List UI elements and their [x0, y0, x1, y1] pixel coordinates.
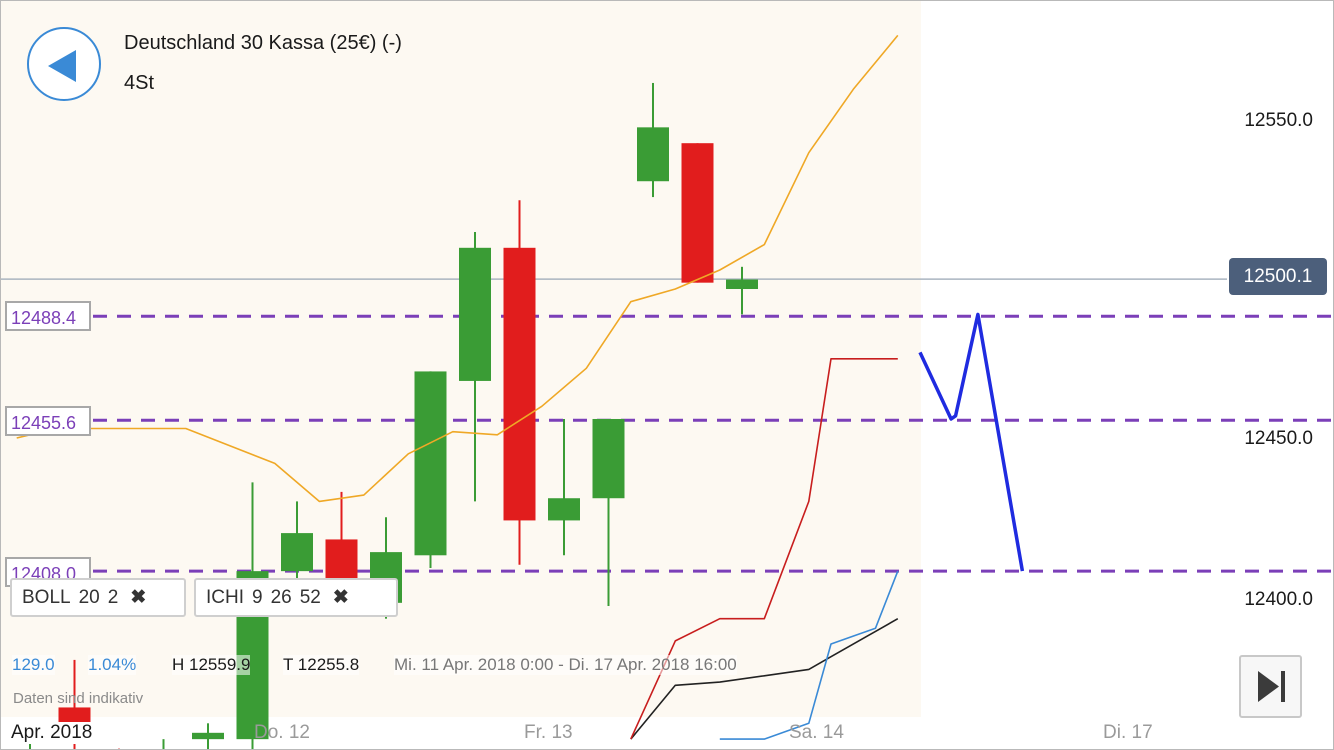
x-axis-label: Di. 17 — [1103, 722, 1153, 743]
timeframe-label: 4St — [124, 72, 155, 94]
stat-change-pct: 1.04% — [88, 655, 137, 675]
stat-change: 129.0 — [12, 655, 55, 675]
candle-body — [281, 533, 313, 572]
indicator-param: 26 — [270, 587, 292, 608]
level-tag[interactable]: 12488.4 — [5, 301, 91, 331]
candle-body — [548, 498, 580, 521]
disclaimer: Daten sind indikativ — [13, 690, 144, 707]
candle-body — [192, 732, 224, 740]
back-arrow-icon — [48, 50, 76, 82]
indicator-param: 52 — [299, 587, 321, 608]
x-axis-label: Sa. 14 — [789, 722, 844, 743]
current-price-badge: 12500.1 — [1229, 258, 1327, 295]
close-icon[interactable]: ✖ — [130, 587, 147, 608]
indicator-name: ICHI — [206, 587, 244, 608]
skip-to-end-icon — [1258, 671, 1285, 702]
price-axis-label: 12550.0 — [1244, 110, 1313, 131]
instrument-title: Deutschland 30 Kassa (25€) (-) — [124, 32, 402, 54]
indicator-param: 2 — [107, 587, 119, 608]
ichimoku-line-black — [630, 618, 899, 740]
price-axis-label: 12400.0 — [1244, 589, 1313, 610]
x-axis-label: Apr. 2018 — [11, 722, 97, 744]
indicator-ichi[interactable]: ICHI 9 26 52 ✖ — [194, 578, 398, 617]
x-axis-label: Do. 12 — [254, 722, 310, 743]
level-tag[interactable]: 12455.6 — [5, 406, 91, 436]
x-axis-label: Fr. 13 — [524, 722, 573, 743]
stat-range: Mi. 11 Apr. 2018 0:00 - Di. 17 Apr. 2018… — [394, 655, 737, 675]
trend-drawing — [918, 312, 1025, 572]
indicator-param: 20 — [78, 587, 100, 608]
stat-low: T 12255.8 — [283, 655, 360, 675]
bollinger-upper-line — [16, 34, 899, 503]
candle-body — [592, 418, 625, 499]
candle-body — [459, 247, 491, 381]
candle-body — [681, 143, 714, 283]
candle-body — [503, 247, 536, 521]
ichimoku-line-blue — [719, 570, 899, 740]
indicator-param: 9 — [252, 587, 263, 608]
stat-high: H 12559.9 — [172, 655, 251, 675]
indicator-name: BOLL — [22, 587, 71, 608]
close-icon[interactable]: ✖ — [332, 587, 349, 608]
candle-body — [726, 279, 758, 290]
price-axis-label: 12450.0 — [1244, 428, 1313, 449]
indicator-boll[interactable]: BOLL 20 2 ✖ — [10, 578, 186, 617]
candle-body — [637, 127, 669, 182]
candle-body — [414, 371, 447, 556]
back-button[interactable] — [27, 27, 101, 101]
skip-to-end-button[interactable] — [1239, 655, 1302, 718]
ichimoku-line-red — [630, 357, 898, 740]
